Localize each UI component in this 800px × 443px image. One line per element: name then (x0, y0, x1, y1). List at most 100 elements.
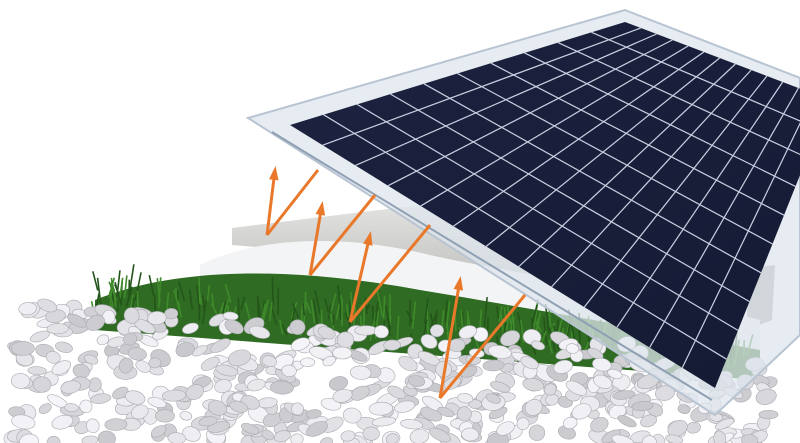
pebble (394, 400, 416, 413)
grass-blade (148, 274, 155, 297)
pebble (154, 409, 175, 423)
grass-blade (157, 277, 162, 308)
pebble (309, 346, 333, 360)
pebble (273, 430, 291, 443)
pebble (500, 330, 521, 347)
grass-blade (310, 299, 316, 324)
cell-line (457, 72, 773, 245)
grass-blade (386, 311, 391, 337)
grass-blade (268, 302, 273, 322)
cell-line (420, 45, 689, 207)
grass-blade (237, 297, 240, 321)
grass-blade (123, 275, 128, 298)
pebble (150, 425, 167, 438)
pebble (593, 374, 613, 389)
grass-blade (520, 319, 525, 344)
pebble (565, 380, 588, 396)
pebble (192, 345, 208, 357)
pebble (686, 421, 701, 434)
grass-blade (244, 302, 252, 323)
pebble (118, 357, 134, 374)
pebble (305, 409, 322, 419)
pebble (332, 346, 353, 360)
grass-blade (460, 310, 464, 328)
arrow-head (269, 166, 279, 181)
pebble (565, 343, 579, 354)
pebble (590, 416, 609, 433)
pebble (317, 326, 336, 340)
pebble (592, 357, 612, 372)
pebble (354, 325, 378, 336)
pebble (85, 314, 105, 331)
pebble (96, 334, 110, 346)
cell-line (356, 103, 739, 331)
pebble (210, 338, 231, 353)
cell-line (490, 62, 785, 216)
pebble (349, 365, 372, 380)
pebble (322, 355, 336, 367)
arrow-shaft (308, 204, 324, 276)
pebble (571, 403, 592, 420)
grass-blade (198, 276, 201, 306)
cell-line (681, 93, 800, 369)
pebble (290, 433, 304, 443)
cell-line (524, 52, 796, 187)
grass-blade (113, 288, 117, 307)
pebble (362, 426, 380, 441)
pebble (617, 415, 637, 428)
pebble (281, 364, 297, 377)
pebble (90, 393, 112, 404)
grass-blade (116, 300, 119, 312)
pebble (215, 364, 239, 377)
grass-blade (374, 301, 379, 322)
pebble (86, 418, 100, 434)
pebble (490, 381, 511, 393)
pebble (488, 345, 512, 359)
pebble (207, 399, 227, 416)
pebble (55, 341, 73, 353)
pebble (45, 350, 61, 364)
cell-line (390, 93, 750, 303)
grass-blade (156, 278, 161, 303)
pebble (714, 418, 735, 430)
pebble (270, 380, 294, 395)
pebble (524, 399, 543, 416)
arrow-shaft (265, 169, 277, 236)
pebble (531, 340, 545, 351)
grass-blade (376, 288, 384, 318)
pebble (430, 324, 444, 338)
pebble (612, 390, 636, 400)
pebble (340, 430, 356, 442)
cell-line (322, 27, 641, 146)
pebble (342, 407, 362, 424)
pebble (332, 388, 353, 403)
pebble (398, 355, 418, 372)
pebble (468, 399, 483, 410)
pebble (409, 429, 430, 443)
pebble (428, 427, 451, 443)
arrow-shaft (438, 279, 462, 399)
grass-blade (314, 289, 321, 315)
pebble (10, 373, 31, 389)
pebble (127, 347, 147, 361)
grass-blade (426, 306, 430, 338)
pebble (32, 376, 52, 393)
grass-blade (382, 295, 386, 320)
pebble (543, 383, 557, 396)
grass-blade (271, 277, 275, 306)
pebble (185, 384, 204, 400)
pebble (261, 429, 275, 441)
grass-blade (206, 285, 211, 302)
grass-blade (291, 303, 300, 319)
arrow-head (363, 231, 373, 246)
grass-blade (224, 283, 232, 303)
cell-line (616, 81, 784, 328)
cell-line (518, 63, 736, 268)
grass-blade (540, 330, 547, 345)
grass-blade (498, 305, 503, 323)
grass-blade (479, 309, 483, 329)
pebble (60, 380, 81, 394)
pebble (457, 393, 474, 404)
